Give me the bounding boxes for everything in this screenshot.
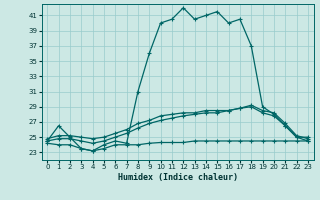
X-axis label: Humidex (Indice chaleur): Humidex (Indice chaleur) [118,173,237,182]
